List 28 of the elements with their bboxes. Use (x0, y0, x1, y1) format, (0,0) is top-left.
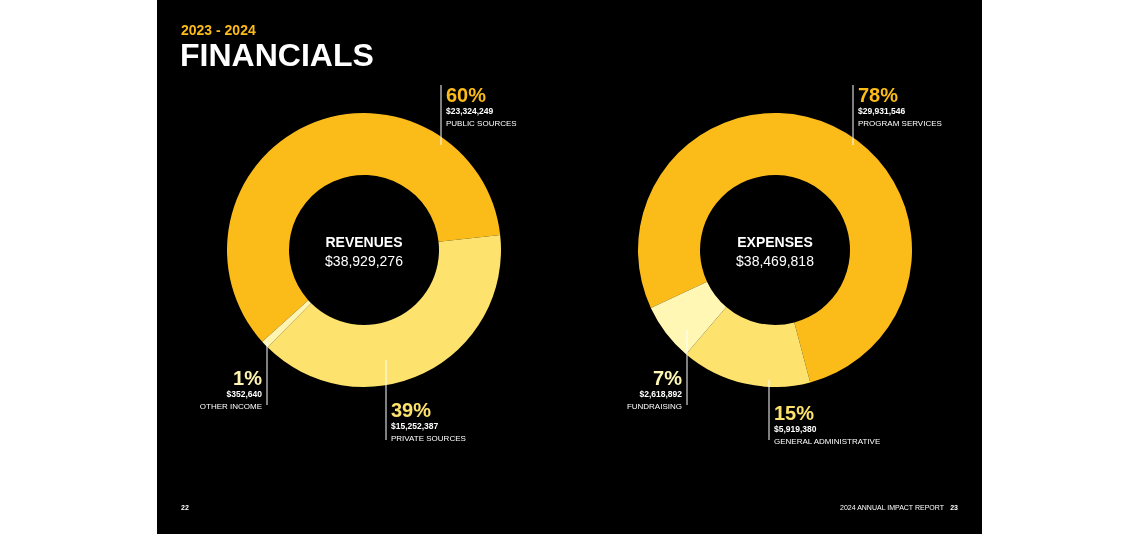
text: $38,469,818 (736, 253, 815, 269)
data-label: $29,931,546 (858, 106, 906, 116)
text: 15% (774, 402, 815, 424)
text: EXPENSES (737, 234, 813, 250)
text: REVENUES (325, 234, 403, 250)
data-label: $5,919,380 (774, 424, 817, 434)
slice-label: FUNDRAISING (626, 402, 682, 411)
text: 39% (391, 399, 432, 421)
text: 2023 - 2024 (181, 22, 256, 38)
data-label: $15,252,387 (391, 421, 439, 431)
data-label: $352,640 (226, 389, 263, 399)
text: 78% (858, 84, 899, 106)
slice-label: PUBLIC SOURCES (446, 119, 517, 128)
slice-label: GENERAL ADMINISTRATIVE (774, 437, 881, 446)
slice-label: PROGRAM SERVICES (858, 119, 942, 128)
text: 7% (653, 367, 682, 389)
slice-label: OTHER INCOME (199, 402, 262, 411)
donut-slice (267, 234, 501, 387)
text: FINANCIALS (180, 37, 374, 73)
donut-slice (686, 307, 811, 387)
donut-slice (650, 281, 727, 355)
data-label: $2,618,892 (639, 389, 683, 399)
slice-label: PRIVATE SOURCES (391, 434, 466, 443)
data-label: $23,324,249 (446, 106, 494, 116)
text: 1% (233, 367, 262, 389)
donut-slice (262, 300, 312, 348)
text: $38,929,276 (325, 253, 404, 269)
text: 60% (446, 84, 487, 106)
